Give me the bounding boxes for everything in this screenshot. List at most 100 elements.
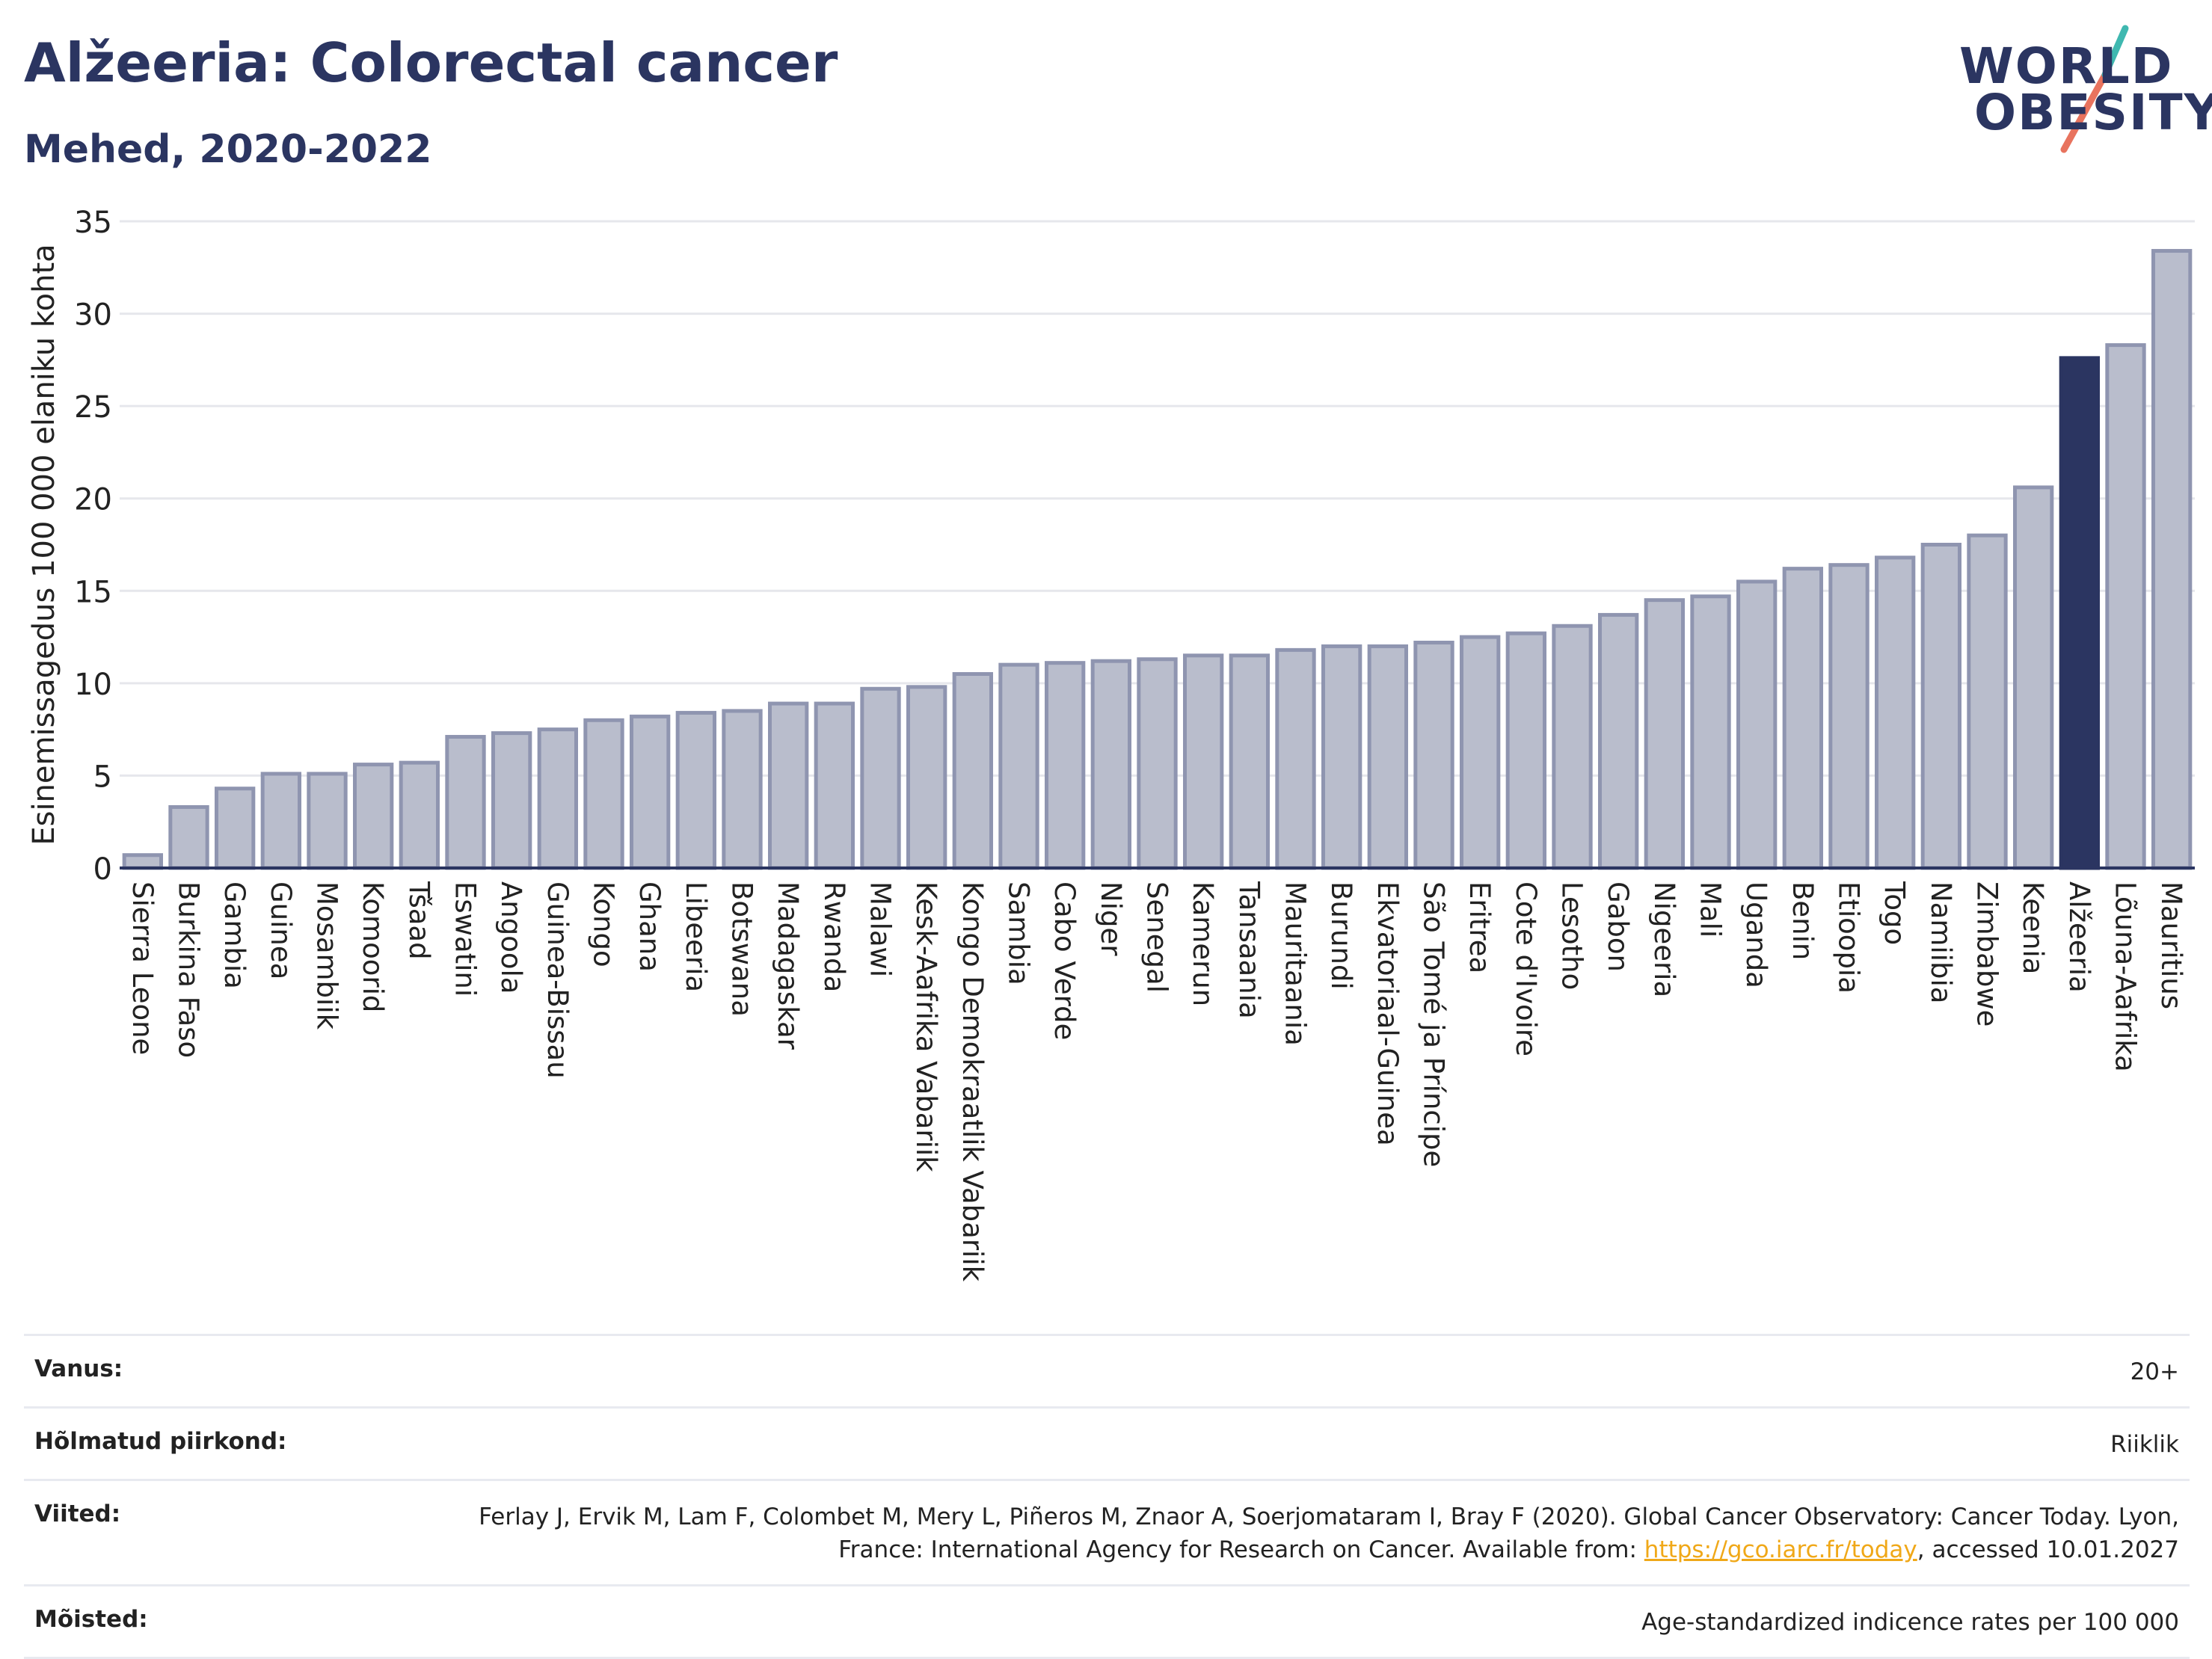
x-tick-label: Niger [1095,881,1127,956]
x-tick-label: São Tomé ja Príncipe [1418,881,1450,1167]
y-tick-label: 30 [74,298,112,333]
bar [491,731,532,870]
x-tick-label: Sierra Leone [126,881,159,1055]
footer-row-definitions: Mõisted: Age-standardized indicence rate… [24,1584,2190,1659]
y-tick-label: 0 [93,852,112,887]
footer-label: Vanus: [34,1355,123,1382]
x-tick-label: Kongo Demokraatlik Vabariik [956,881,989,1282]
bar [1782,567,1824,870]
x-tick-label: Botswana [726,881,758,1017]
x-tick-label: Etioopia [1833,881,1865,994]
bar [768,701,809,870]
footer-label: Mõisted: [34,1606,148,1633]
x-tick-label: Kamerun [1187,881,1219,1006]
x-tick-label: Alžeeria [2063,881,2095,993]
bar [1275,647,1316,870]
x-tick-label: Komoorid [357,881,389,1012]
x-tick-label: Zimbabwe [1971,881,2003,1027]
reference-link[interactable]: https://gco.iarc.fr/today [1644,1536,1917,1563]
chart-footer: Vanus: 20+ Hõlmatud piirkond: Riiklik Vi… [24,1334,2190,1659]
x-tick-label: Benin [1787,881,1819,960]
bar [1598,612,1639,870]
reference-text: Ferlay J, Ervik M, Lam F, Colombet M, Me… [479,1503,2179,1563]
bar [1090,659,1131,870]
x-tick-label: Keenia [2017,881,2049,974]
footer-row-age: Vanus: 20+ [24,1334,2190,1406]
bar [1505,631,1546,870]
logo-slash-icon [2060,25,2129,153]
y-tick-label: 20 [74,483,112,517]
bar [814,701,855,870]
bar [1644,598,1686,870]
y-tick-label: 5 [93,760,112,794]
x-tick-label: Gambia [218,881,251,989]
x-tick-label: Libeeria [680,881,712,992]
bar [2151,249,2193,870]
bar [1875,555,1916,870]
bar [1183,653,1224,870]
x-tick-label: Kesk-Aafrika Vabariik [910,881,942,1172]
bar [1137,657,1178,870]
bar [2059,356,2101,870]
x-tick-label: Rwanda [818,881,850,992]
x-tick-label: Kongo [588,881,620,967]
bar [1367,644,1408,870]
bar [215,787,256,870]
x-tick-label: Lõuna-Aafrika [2110,881,2142,1072]
x-tick-label: Mali [1695,881,1727,938]
world-obesity-logo: WORLD OBESITY [1952,22,2212,157]
x-tick-label: Togo [1878,881,1911,945]
bar [537,727,579,870]
bar [399,760,440,870]
footer-value: Age-standardized indicence rates per 100… [1641,1609,2179,1636]
bar [1967,533,2008,870]
page-title: Alžeeria: Colorectal cancer [24,31,838,94]
x-tick-label: Tšaad [403,881,435,960]
logo-line2: OBESITY [1974,84,2212,141]
footer-row-references: Viited: Ferlay J, Ervik M, Lam F, Colomb… [24,1479,2190,1584]
x-tick-label: Angoola [495,881,527,994]
x-tick-label: Gabon [1602,881,1634,972]
bar [1229,653,1270,870]
y-axis-label: Esinemissagedus 100 000 elaniku kohta [27,244,61,845]
x-tick-label: Mosambiik [311,881,343,1030]
bar [675,710,717,870]
x-tick-label: Lesotho [1556,881,1588,990]
bar [2013,485,2054,870]
bar [722,709,763,870]
bar [998,662,1039,870]
bar [307,772,348,870]
bar-chart: 0 5 10 15 20 25 30 35 Esinemissagedus 100 000 el… [27,206,2195,1282]
bar [1828,563,1870,870]
footer-value: Riiklik [2110,1431,2179,1458]
x-tick-label: Senegal [1141,881,1173,993]
footer-row-region: Hõlmatud piirkond: Riiklik [24,1406,2190,1479]
x-tick-label: Cote d'Ivoire [1510,881,1542,1056]
x-tick-label: Sambia [1003,881,1035,985]
bar [1920,543,1962,870]
bar [1460,635,1501,870]
x-tick-label: Namiibia [1925,881,1957,1003]
x-tick-label: Burkina Faso [173,881,205,1058]
page-subtitle: Mehed, 2020-2022 [24,127,432,172]
x-tick-label: Mauritaania [1279,881,1312,1046]
bar [168,804,209,870]
x-tick-label: Eswatini [449,881,482,997]
bar [2105,343,2146,870]
bar [353,763,394,870]
bar [1690,594,1731,870]
y-tick-label: 35 [74,206,112,240]
x-tick-label: Ekvatoriaal-Guinea [1371,881,1404,1146]
x-tick-label: Malawi [864,881,897,977]
logo-line1: WORLD [1959,37,2174,95]
bar [952,672,993,870]
footer-label: Viited: [34,1501,121,1527]
x-tick-label: Tansaania [1233,881,1265,1019]
bar [860,686,901,870]
bar [906,685,947,870]
bar [122,853,164,870]
bar [1552,624,1593,870]
footer-value: Ferlay J, Ervik M, Lam F, Colombet M, Me… [459,1501,2179,1566]
x-tick-label: Ghana [633,881,666,972]
x-tick-label: Cabo Verde [1048,881,1081,1040]
